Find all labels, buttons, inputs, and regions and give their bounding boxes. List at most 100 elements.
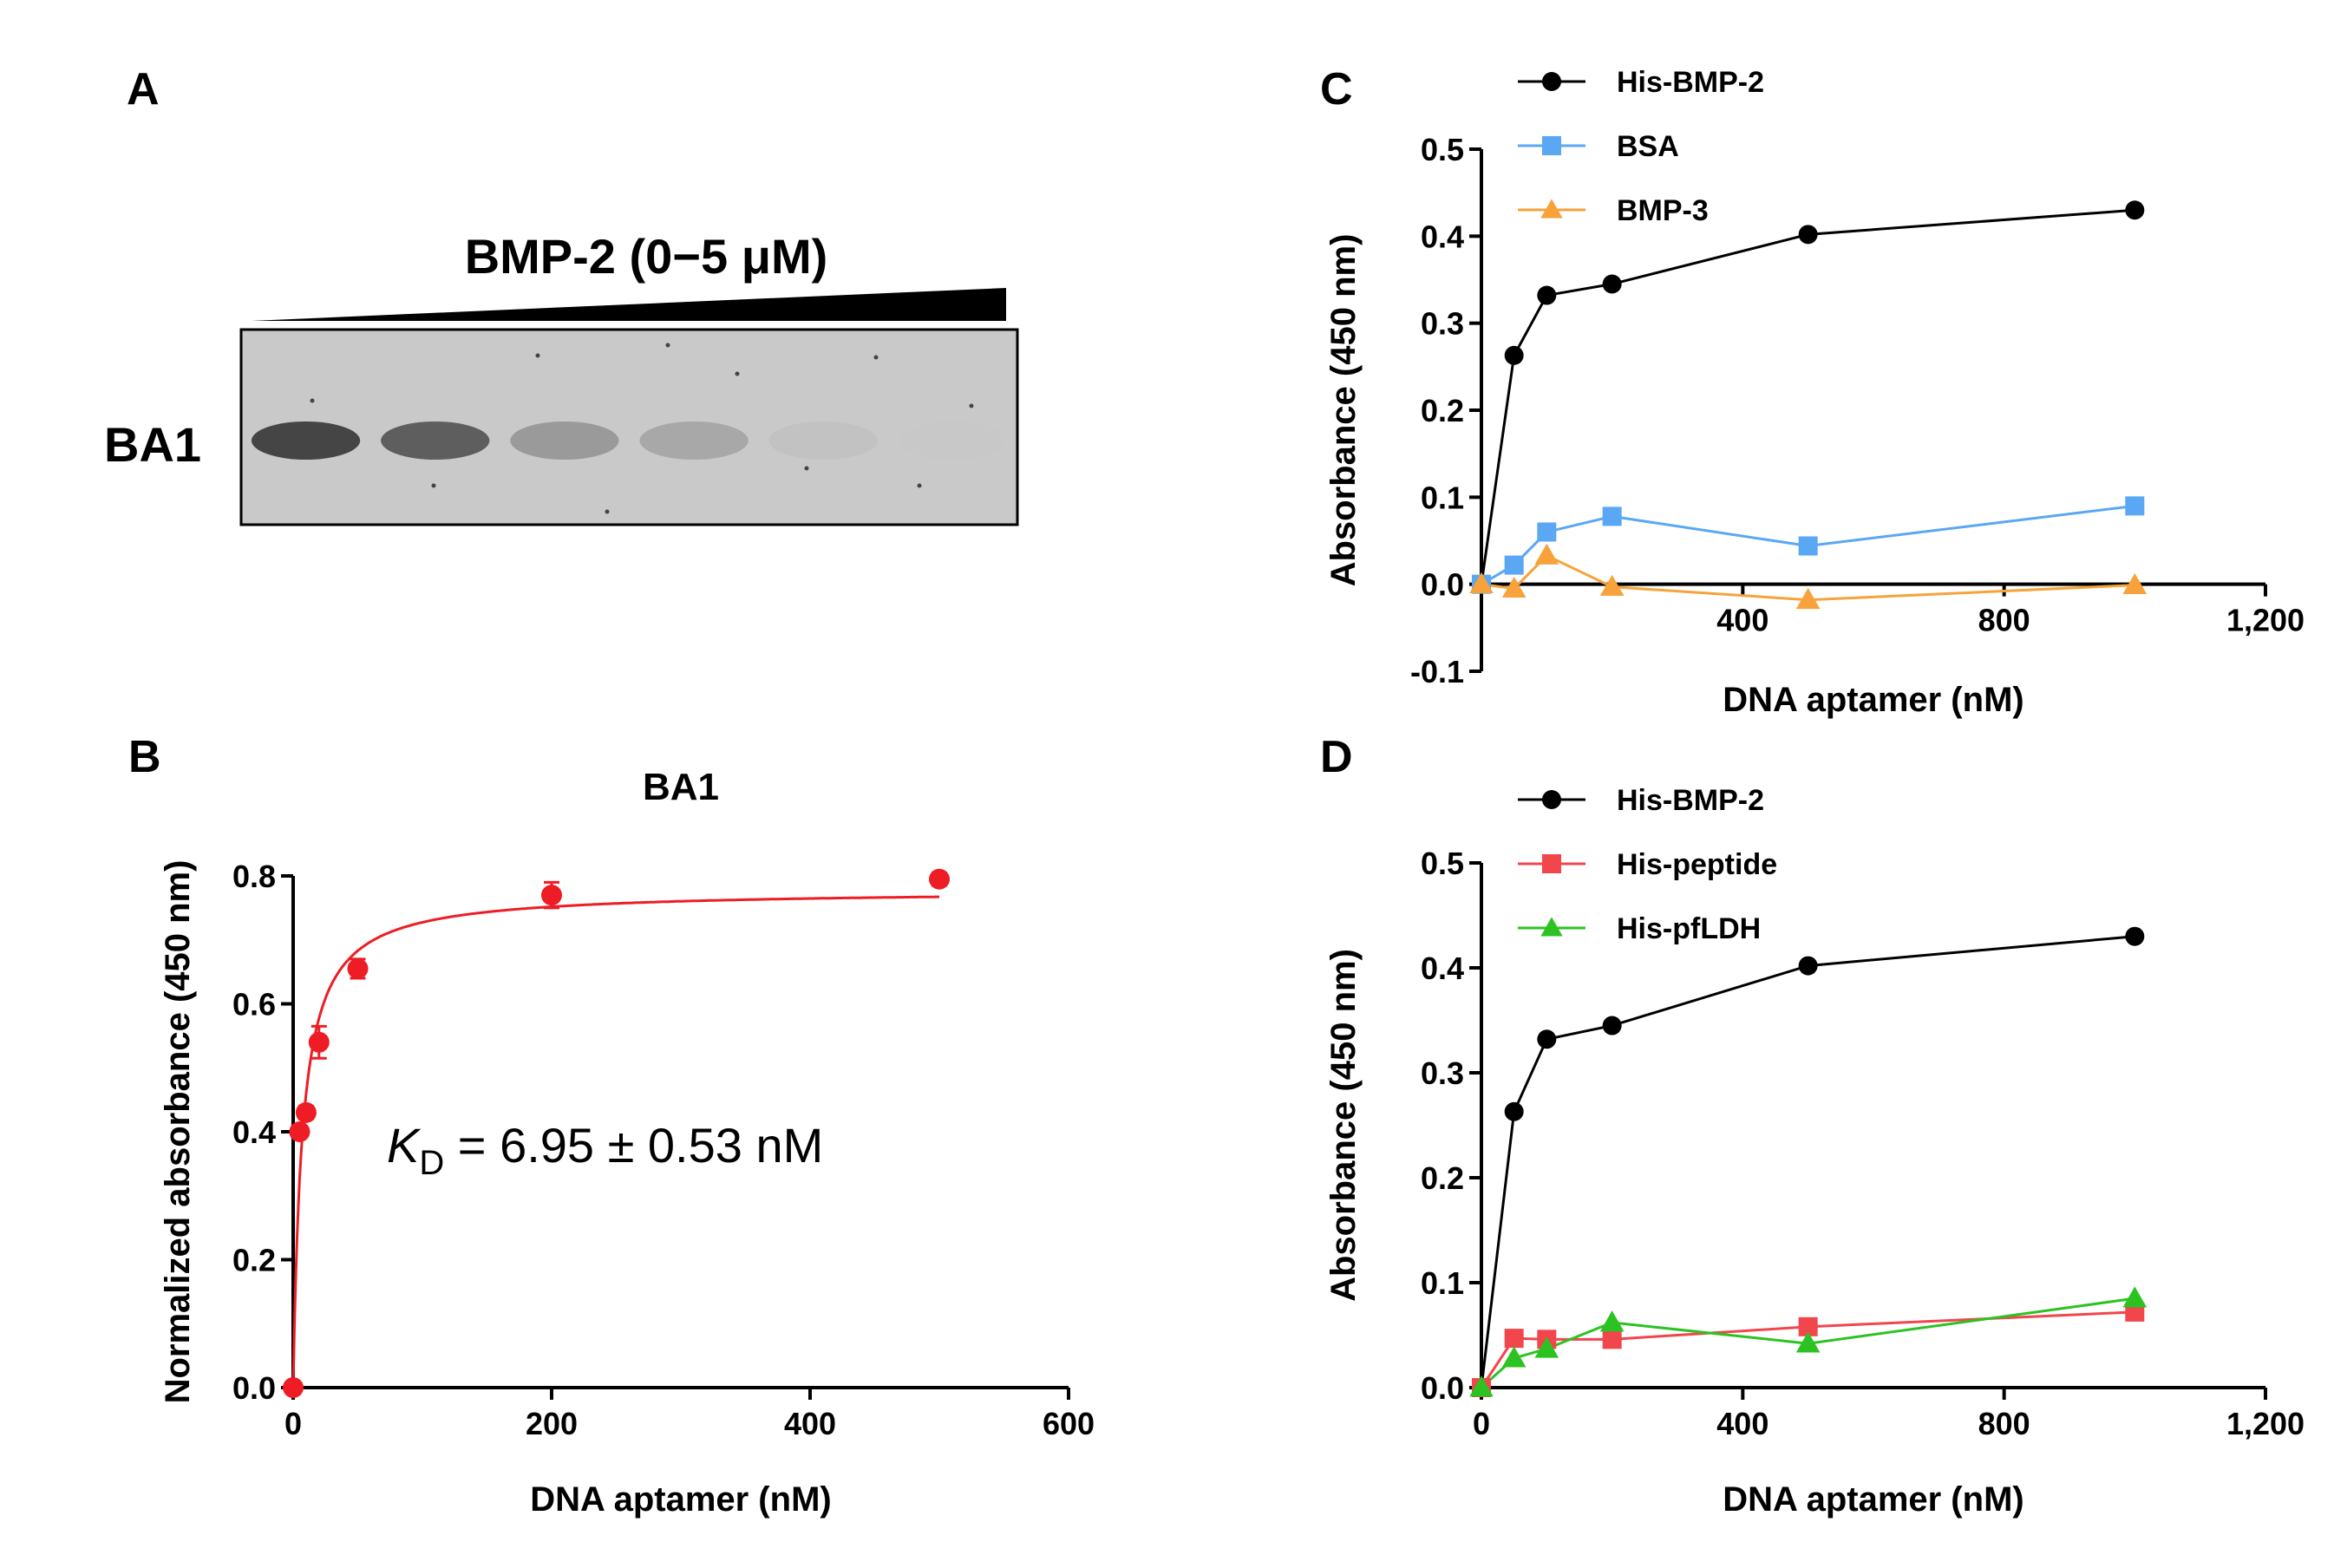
data-point-his-pfldh	[1795, 1331, 1821, 1353]
gel-speck	[804, 466, 809, 471]
data-point-his-bmp-2	[1537, 285, 1557, 305]
data-point-bmp-3	[1795, 587, 1821, 610]
x-tick-label: 600	[1043, 1406, 1095, 1441]
panel-b: B 0.0 0.2 0.4 0.6 0.8 0 200 400 600 DNA aptamer (…	[128, 732, 1095, 1519]
gel-band	[510, 421, 619, 460]
data-point-his-bmp-2	[1798, 225, 1818, 245]
y-axis-title: Absorbance (450 nm)	[1324, 234, 1363, 587]
x-tick-label: 800	[1978, 603, 2030, 638]
panel-b-label: B	[128, 732, 161, 782]
chart-title: BA1	[643, 766, 719, 808]
panel-c-label: C	[1320, 64, 1353, 114]
y-tick-label: 0.1	[1421, 480, 1464, 515]
legend-label: BSA	[1617, 130, 1679, 163]
gel-speck	[605, 509, 610, 514]
data-point-ba1	[295, 1101, 317, 1123]
data-point-bmp-3	[1469, 572, 1494, 594]
gel-band	[898, 421, 1008, 460]
data-point-his-bmp-2	[1537, 1029, 1557, 1049]
gel-border	[239, 328, 1019, 526]
data-point-bmp-3	[1534, 543, 1559, 565]
panel-d: D 0.0 0.1 0.2 0.3 0.4 0.5 0 400 800 1,200 DNA apta…	[1320, 732, 2305, 1519]
legend-marker	[1542, 136, 1561, 155]
y-tick-label: 0.0	[232, 1370, 276, 1406]
data-point-bsa	[2125, 496, 2145, 516]
x-axis-title: DNA aptamer (nM)	[1723, 1480, 2023, 1519]
data-point-his-bmp-2	[1504, 1101, 1524, 1121]
gel-speck	[310, 398, 315, 403]
x-tick-label: 400	[1716, 603, 1768, 638]
gel-speck	[969, 403, 974, 408]
data-point-his-peptide	[1504, 1329, 1524, 1349]
x-tick-label: 0	[284, 1406, 302, 1441]
data-point-his-pfldh	[1534, 1336, 1559, 1358]
legend-label: His-pfLDH	[1617, 912, 1761, 945]
y-tick-label: 0.6	[232, 987, 276, 1022]
panel-a: A BMP-2 (0−5 μM) BA1	[104, 64, 1019, 526]
x-axis-title: DNA aptamer (nM)	[1723, 681, 2023, 719]
gel-speck	[665, 343, 670, 348]
x-tick-label: 400	[1716, 1406, 1768, 1441]
y-tick-label: 0.2	[1421, 393, 1464, 428]
y-tick-label: 0.0	[1421, 567, 1464, 603]
panel-a-label: A	[127, 64, 160, 114]
legend-label: His-BMP-2	[1617, 784, 1764, 817]
data-point-ba1	[541, 885, 562, 906]
data-point-his-bmp-2	[2125, 200, 2145, 220]
legend-label: BMP-3	[1617, 194, 1709, 227]
data-point-bmp-3	[1501, 576, 1527, 598]
gel-speck	[873, 355, 879, 360]
y-tick-label: 0.4	[232, 1114, 276, 1150]
y-axis-title: Normalized absorbance (450 nm)	[159, 860, 197, 1404]
gel-background	[241, 330, 1017, 525]
y-tick-label: -0.1	[1410, 654, 1464, 689]
kd-annotation: KD = 6.95 ± 0.53 nM	[387, 1118, 823, 1182]
data-point-his-bmp-2	[1798, 956, 1818, 976]
gel-speck	[535, 353, 540, 358]
series-line-his-bmp-2	[1480, 208, 2135, 585]
legend-label: His-peptide	[1617, 848, 1777, 881]
series-line-his-bmp-2	[1480, 935, 2135, 1388]
x-tick-label: 1,200	[2226, 1406, 2305, 1441]
gel-title: BMP-2 (0−5 μM)	[465, 229, 828, 284]
concentration-gradient-wedge	[252, 288, 1006, 321]
data-point-his-pfldh	[1599, 1310, 1625, 1332]
y-tick-label: 0.4	[1421, 951, 1464, 986]
y-tick-label: 0.5	[1421, 846, 1464, 881]
legend-label: His-BMP-2	[1617, 66, 1764, 99]
data-point-bmp-3	[2122, 572, 2148, 595]
gel-lane-label: BA1	[104, 417, 201, 472]
legend-marker	[1542, 854, 1561, 873]
y-tick-label: 0.5	[1421, 132, 1464, 167]
y-tick-label: 0.4	[1421, 219, 1464, 254]
data-point-bsa	[1602, 506, 1622, 526]
data-point-bsa	[1504, 555, 1524, 575]
data-point-bmp-3	[1599, 574, 1625, 597]
y-axis-title: Absorbance (450 nm)	[1324, 949, 1363, 1302]
y-tick-label: 0.8	[232, 859, 276, 894]
legend-marker	[1542, 790, 1561, 809]
data-point-his-peptide	[1798, 1316, 1818, 1336]
y-tick-label: 0.3	[1421, 1055, 1464, 1091]
data-point-ba1	[283, 1377, 304, 1398]
fit-curve	[291, 895, 939, 1388]
data-point-ba1	[347, 957, 369, 979]
gel-band	[639, 421, 749, 460]
y-tick-label: 0.1	[1421, 1265, 1464, 1301]
gel-band	[768, 421, 878, 460]
gel-band	[251, 421, 361, 460]
data-point-ba1	[308, 1031, 330, 1053]
panel-d-label: D	[1320, 732, 1353, 782]
data-point-his-pfldh	[1501, 1346, 1527, 1368]
data-point-bsa	[1537, 522, 1557, 542]
data-point-bsa	[1798, 536, 1818, 556]
data-point-his-pfldh	[1469, 1375, 1494, 1397]
x-tick-label: 0	[1473, 1406, 1490, 1441]
data-point-ba1	[289, 1121, 311, 1142]
gel-speck	[917, 483, 922, 488]
gel-image	[239, 328, 1019, 526]
data-point-his-bmp-2	[1602, 1016, 1622, 1036]
x-tick-label: 1,200	[2226, 603, 2305, 638]
x-tick-label: 200	[526, 1406, 578, 1441]
